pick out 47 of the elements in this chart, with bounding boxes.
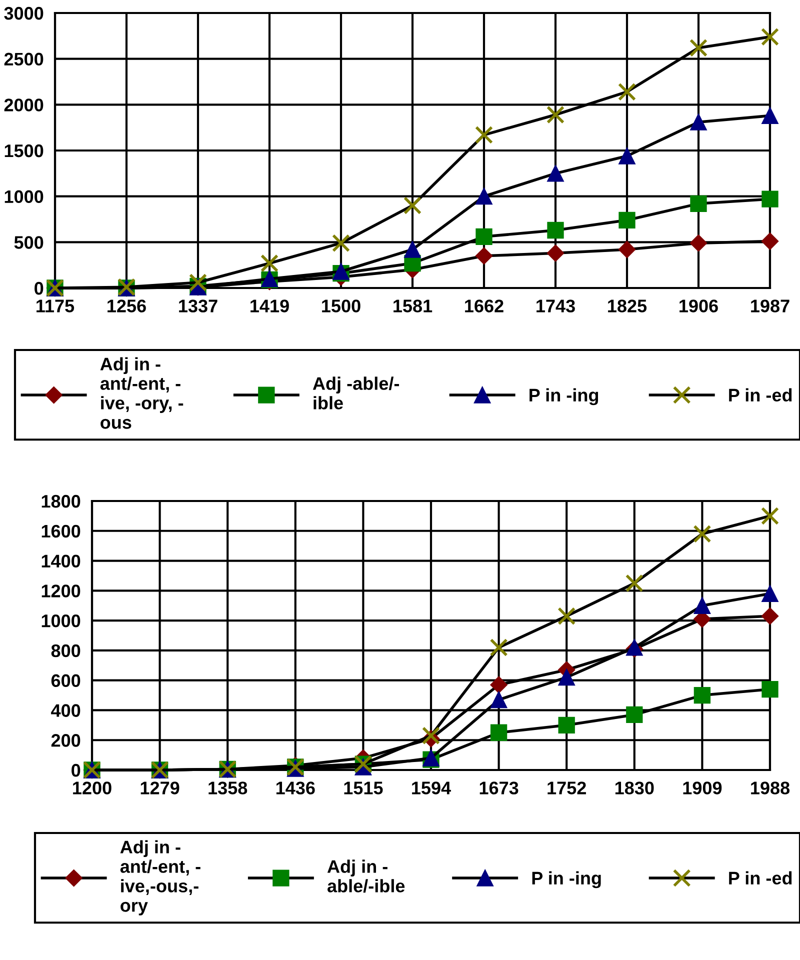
x-tick-label: 1987 <box>751 300 790 312</box>
legend-label: Adj -able/- ible <box>312 376 400 410</box>
y-tick-label: 2500 <box>4 52 44 66</box>
y-tick-label: 0 <box>34 282 44 295</box>
x-tick-label: 1909 <box>683 782 722 794</box>
x-tick-label: 1581 <box>394 300 432 312</box>
x-tick-label: 1673 <box>480 782 518 794</box>
y-tick-label: 600 <box>51 674 80 688</box>
x-tick-label: 1436 <box>276 782 315 794</box>
x-tick-label: 1743 <box>536 300 575 312</box>
x-tick-label: 1662 <box>465 300 504 312</box>
y-tick-label: 1200 <box>42 584 80 598</box>
x-tick-label: 1825 <box>608 300 647 312</box>
y-tick-label: 1000 <box>42 614 80 628</box>
legend-label: P in -ing <box>532 871 601 888</box>
legend-label: P in -ed <box>729 871 792 885</box>
y-tick-label: 1500 <box>4 144 44 158</box>
y-tick-label: 1600 <box>42 524 80 538</box>
x-tick-label: 1279 <box>140 782 180 794</box>
legend-label: Adj in - ant/-ent, - ive, -ory, - ous <box>100 357 184 429</box>
y-tick-label: 2000 <box>4 98 44 112</box>
x-tick-label: 1256 <box>108 300 146 312</box>
x-tick-label: 1906 <box>680 300 718 312</box>
y-tick-label: 1000 <box>4 190 44 204</box>
x-tick-label: 1594 <box>412 782 451 794</box>
y-tick-label: 3000 <box>4 6 44 20</box>
y-tick-label: 200 <box>51 734 80 747</box>
y-tick-label: 1400 <box>42 554 80 568</box>
y-tick-label: 500 <box>14 236 44 249</box>
legend-label: P in -ed <box>729 388 792 402</box>
x-tick-label: 1175 <box>36 300 74 312</box>
y-tick-label: 400 <box>51 704 80 717</box>
x-tick-label: 1988 <box>751 782 790 794</box>
x-tick-label: 1515 <box>344 782 383 794</box>
y-tick-label: 1800 <box>42 494 80 508</box>
x-tick-label: 1337 <box>179 300 218 312</box>
x-tick-label: 1419 <box>250 300 289 312</box>
legend-label: P in -ing <box>530 388 598 406</box>
legend-label: Adj in - able/-ible <box>327 860 405 893</box>
x-tick-label: 1830 <box>615 782 654 794</box>
x-tick-label: 1752 <box>548 782 586 794</box>
y-tick-label: 0 <box>72 764 80 777</box>
y-tick-label: 800 <box>51 644 80 658</box>
x-tick-label: 1500 <box>322 300 360 312</box>
x-tick-label: 1358 <box>208 782 248 794</box>
legend-label: Adj in - ant/-ent, - ive,-ous,- ory <box>120 840 200 916</box>
x-tick-label: 1200 <box>73 782 112 794</box>
